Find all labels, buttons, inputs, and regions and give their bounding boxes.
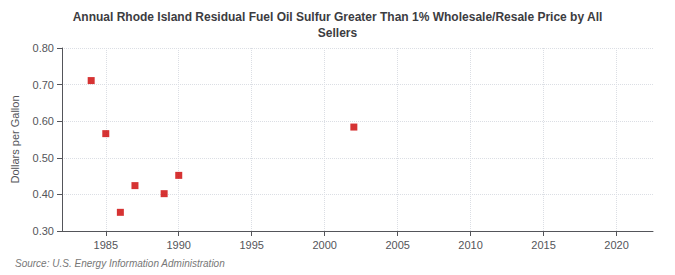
- svg-text:0.40: 0.40: [33, 188, 54, 200]
- svg-text:0.50: 0.50: [33, 152, 54, 164]
- svg-text:Sellers: Sellers: [318, 26, 358, 40]
- svg-text:Dollars per Gallon: Dollars per Gallon: [9, 95, 21, 183]
- svg-text:2000: 2000: [312, 239, 336, 251]
- svg-text:0.70: 0.70: [33, 79, 54, 91]
- svg-text:0.60: 0.60: [33, 115, 54, 127]
- svg-text:1990: 1990: [166, 239, 190, 251]
- svg-text:0.80: 0.80: [33, 42, 54, 54]
- svg-text:Annual Rhode Island Residual F: Annual Rhode Island Residual Fuel Oil Su…: [73, 10, 603, 24]
- svg-text:2020: 2020: [604, 239, 628, 251]
- svg-text:Source: U.S. Energy Informatio: Source: U.S. Energy Information Administ…: [15, 258, 225, 269]
- svg-text:2010: 2010: [458, 239, 482, 251]
- svg-text:2015: 2015: [531, 239, 555, 251]
- svg-text:1995: 1995: [239, 239, 263, 251]
- svg-text:1985: 1985: [94, 239, 118, 251]
- svg-text:0.30: 0.30: [33, 225, 54, 237]
- svg-text:2005: 2005: [385, 239, 409, 251]
